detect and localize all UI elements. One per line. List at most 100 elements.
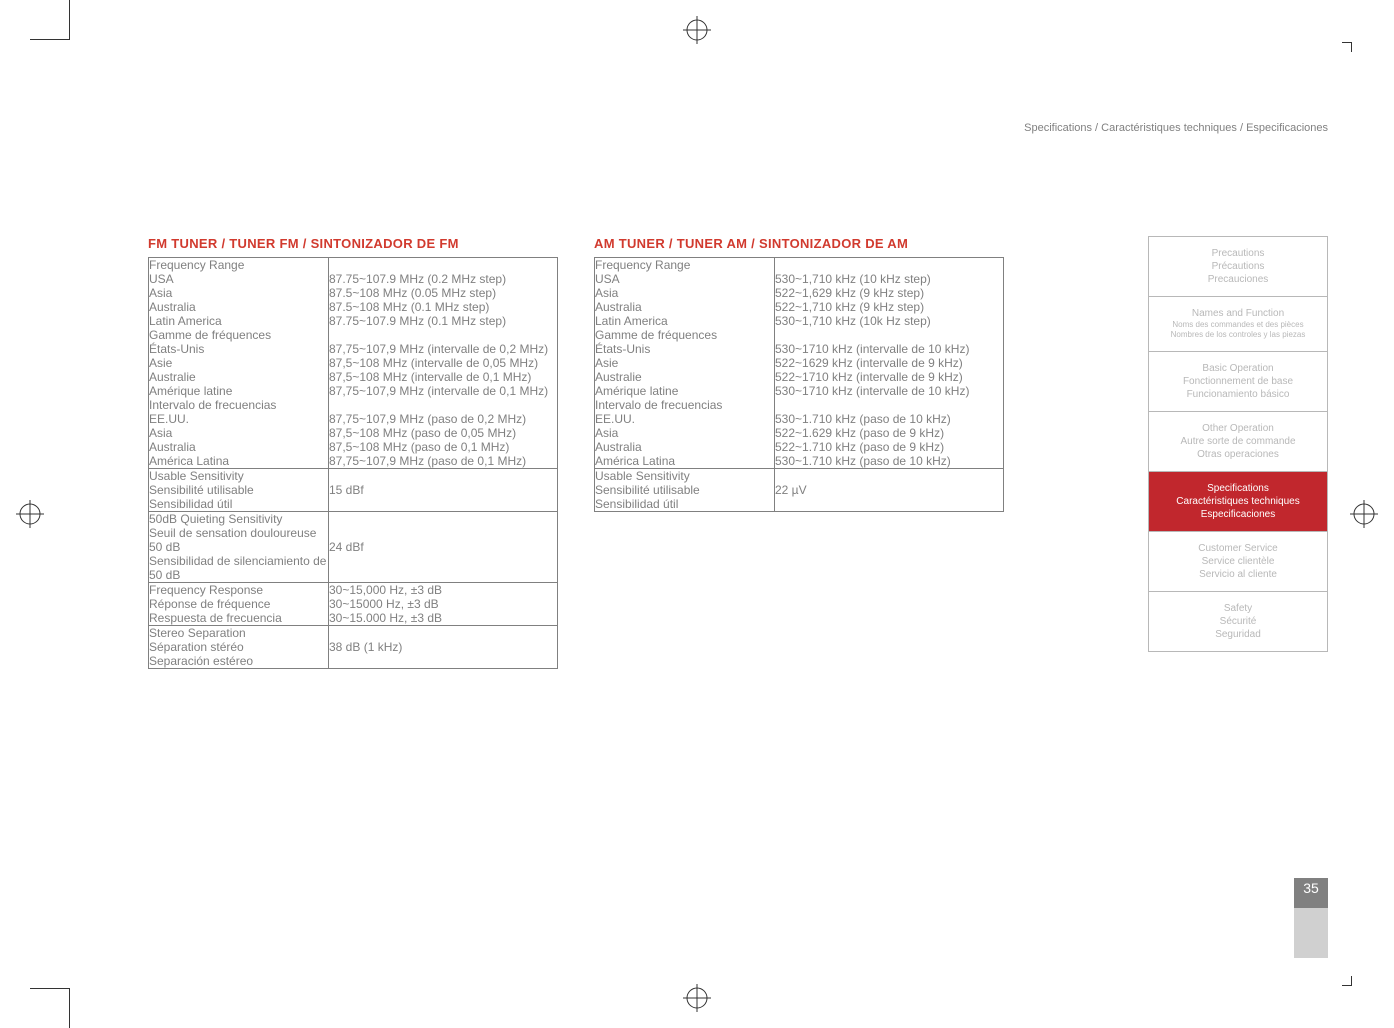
- am-es-aus-v: 522~1.710 kHz (paso de 9 kHz): [775, 440, 1004, 454]
- fm-fr-eu-k: États-Unis: [149, 342, 329, 356]
- fm-fr-aus-v: 87,5~108 MHz (intervalle de 0,1 MHz): [329, 370, 558, 384]
- am-fr-asie-k: Asie: [595, 356, 775, 370]
- sidebar-specifications: Specifications Caractéristiques techniqu…: [1149, 472, 1327, 532]
- am-en-la-k: Latin America: [595, 314, 775, 328]
- am-us-fr: Sensibilité utilisable: [595, 483, 775, 497]
- sb-fr: Noms des commandes et des pièces: [1153, 320, 1323, 330]
- fm-es-al-v: 87,75~107,9 MHz (paso de 0,1 MHz): [329, 454, 558, 469]
- section-sidebar: Precautions Précautions Precauciones Nam…: [1148, 236, 1328, 652]
- page-number: 35: [1294, 878, 1328, 908]
- am-en-la-v: 530~1,710 kHz (10k Hz step): [775, 314, 1004, 328]
- fm-title: FM TUNER / TUNER FM / SINTONIZADOR DE FM: [148, 236, 558, 251]
- fm-freq-fr-label: Gamme de fréquences: [149, 328, 329, 342]
- am-es-eeuu-k: EE.UU.: [595, 412, 775, 426]
- am-us-val: 22 µV: [775, 469, 1004, 512]
- registration-mark-right: [1350, 500, 1378, 528]
- page-header: Specifications / Caractéristiques techni…: [1024, 122, 1328, 134]
- sidebar-safety: Safety Sécurité Seguridad: [1149, 592, 1327, 651]
- sb-en: Customer Service: [1153, 542, 1323, 555]
- sidebar-basic: Basic Operation Fonctionnement de base F…: [1149, 352, 1327, 412]
- am-fr-aus-k: Australie: [595, 370, 775, 384]
- crop-mark-tl: [30, 0, 70, 40]
- am-table: Frequency Range USA530~1,710 kHz (10 kHz…: [594, 257, 1004, 512]
- sb-es: Funcionamiento básico: [1153, 388, 1323, 401]
- registration-mark-bottom: [683, 984, 711, 1012]
- sb-fr: Précautions: [1153, 260, 1323, 273]
- fm-ss-en: Stereo Separation: [149, 626, 329, 641]
- sb-es: Especificaciones: [1153, 508, 1323, 521]
- fm-en-asia-k: Asia: [149, 286, 329, 300]
- fm-en-la-v: 87.75~107.9 MHz (0.1 MHz step): [329, 314, 558, 328]
- fm-freq-es-label: Intervalo de frecuencias: [149, 398, 329, 412]
- am-us-es: Sensibilidad útil: [595, 497, 775, 512]
- fm-en-usa-v: 87.75~107.9 MHz (0.2 MHz step): [329, 272, 558, 286]
- am-es-eeuu-v: 530~1.710 kHz (paso de 10 kHz): [775, 412, 1004, 426]
- fm-fr-asie-v: 87,5~108 MHz (intervalle de 0,05 MHz): [329, 356, 558, 370]
- am-fr-eu-v: 530~1710 kHz (intervalle de 10 kHz): [775, 342, 1004, 356]
- fm-column: FM TUNER / TUNER FM / SINTONIZADOR DE FM…: [148, 236, 558, 669]
- fm-qs-val: 24 dBf: [329, 512, 558, 583]
- fm-es-eeuu-v: 87,75~107,9 MHz (paso de 0,2 MHz): [329, 412, 558, 426]
- crop-mark-tr: [1342, 42, 1352, 52]
- fm-es-aus-k: Australia: [149, 440, 329, 454]
- am-freq-es-label: Intervalo de frecuencias: [595, 398, 775, 412]
- fm-fr-asie-k: Asie: [149, 356, 329, 370]
- fm-en-aus-k: Australia: [149, 300, 329, 314]
- am-en-asia-v: 522~1,629 kHz (9 kHz step): [775, 286, 1004, 300]
- sb-es: Nombres de los controles y las piezas: [1153, 330, 1323, 340]
- sb-en: Specifications: [1153, 482, 1323, 495]
- sb-en: Precautions: [1153, 247, 1323, 260]
- am-en-aus-v: 522~1,710 kHz (9 kHz step): [775, 300, 1004, 314]
- fm-es-aus-v: 87,5~108 MHz (paso de 0,1 MHz): [329, 440, 558, 454]
- registration-mark-left: [16, 500, 44, 528]
- sb-en: Safety: [1153, 602, 1323, 615]
- am-fr-al-k: Amérique latine: [595, 384, 775, 398]
- am-en-usa-v: 530~1,710 kHz (10 kHz step): [775, 272, 1004, 286]
- fm-fr-en: Frequency Response: [149, 583, 329, 598]
- sb-en: Basic Operation: [1153, 362, 1323, 375]
- am-es-al-k: América Latina: [595, 454, 775, 469]
- am-es-al-v: 530~1.710 kHz (paso de 10 kHz): [775, 454, 1004, 469]
- fm-freq-en-label: Frequency Range: [149, 258, 329, 273]
- sb-fr: Autre sorte de commande: [1153, 435, 1323, 448]
- sidebar-names: Names and Function Noms des commandes et…: [1149, 297, 1327, 352]
- am-en-usa-k: USA: [595, 272, 775, 286]
- sidebar-precautions: Precautions Précautions Precauciones: [1149, 237, 1327, 297]
- am-freq-fr-label: Gamme de fréquences: [595, 328, 775, 342]
- fm-us-es: Sensibilidad útil: [149, 497, 329, 512]
- am-es-asia-v: 522~1.629 kHz (paso de 9 kHz): [775, 426, 1004, 440]
- sidebar-customer: Customer Service Service clientèle Servi…: [1149, 532, 1327, 592]
- fm-fr-es: Respuesta de frecuencia: [149, 611, 329, 626]
- fm-ss-val: 38 dB (1 kHz): [329, 626, 558, 669]
- fm-fr-al-v: 87,75~107,9 MHz (intervalle de 0,1 MHz): [329, 384, 558, 398]
- sb-es: Servicio al cliente: [1153, 568, 1323, 581]
- fm-table: Frequency Range USA87.75~107.9 MHz (0.2 …: [148, 257, 558, 669]
- sidebar-other: Other Operation Autre sorte de commande …: [1149, 412, 1327, 472]
- fm-fr-al-k: Amérique latine: [149, 384, 329, 398]
- fm-qs-fr: Seuil de sensation douloureuse 50 dB: [149, 526, 329, 554]
- fm-ss-fr: Séparation stéréo: [149, 640, 329, 654]
- fm-es-al-k: América Latina: [149, 454, 329, 469]
- fm-ss-es: Separación estéreo: [149, 654, 329, 669]
- am-fr-aus-v: 522~1710 kHz (intervalle de 9 kHz): [775, 370, 1004, 384]
- fm-qs-es: Sensibilidad de silenciamiento de 50 dB: [149, 554, 329, 583]
- fm-fr-aus-k: Australie: [149, 370, 329, 384]
- am-fr-eu-k: États-Unis: [595, 342, 775, 356]
- fm-en-la-k: Latin America: [149, 314, 329, 328]
- am-column: AM TUNER / TUNER AM / SINTONIZADOR DE AM…: [594, 236, 1004, 669]
- sb-es: Otras operaciones: [1153, 448, 1323, 461]
- am-en-asia-k: Asia: [595, 286, 775, 300]
- fm-fr-eu-v: 87,75~107,9 MHz (intervalle de 0,2 MHz): [329, 342, 558, 356]
- sb-fr: Service clientèle: [1153, 555, 1323, 568]
- sb-en: Names and Function: [1153, 307, 1323, 320]
- fm-en-asia-v: 87.5~108 MHz (0.05 MHz step): [329, 286, 558, 300]
- am-title: AM TUNER / TUNER AM / SINTONIZADOR DE AM: [594, 236, 1004, 251]
- sb-es: Precauciones: [1153, 273, 1323, 286]
- am-us-en: Usable Sensitivity: [595, 469, 775, 484]
- fm-us-val: 15 dBf: [329, 469, 558, 512]
- sb-en: Other Operation: [1153, 422, 1323, 435]
- fm-es-eeuu-k: EE.UU.: [149, 412, 329, 426]
- sb-fr: Caractéristiques techniques: [1153, 495, 1323, 508]
- fm-fr-fr: Réponse de fréquence: [149, 597, 329, 611]
- sb-fr: Sécurité: [1153, 615, 1323, 628]
